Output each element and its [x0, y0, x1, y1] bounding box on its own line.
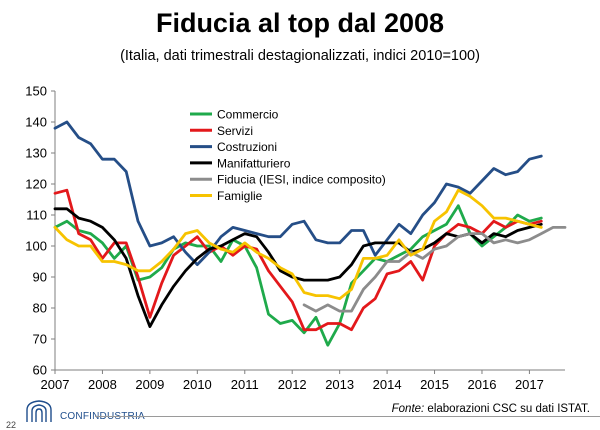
- series-line-famiglie: [53, 188, 543, 301]
- x-tick-label: 2012: [278, 377, 307, 392]
- source-prefix: Fonte:: [391, 403, 425, 415]
- y-tick-label: 70: [33, 332, 47, 347]
- y-tick-label: 150: [25, 84, 47, 99]
- page-title: Fiducia al top dal 2008: [155, 8, 445, 38]
- y-tick-label: 130: [25, 146, 47, 161]
- legend-label: Famiglie: [217, 189, 263, 203]
- y-tick-label: 140: [25, 115, 47, 130]
- legend-label: Manifatturiero: [217, 156, 291, 170]
- source-note: Fonte: elaborazioni CSC su dati ISTAT.: [392, 403, 590, 415]
- series-line-fiducia-iesi-indice-composito: [302, 225, 567, 313]
- confindustria-logo-icon: [26, 400, 52, 422]
- legend-label: Servizi: [217, 124, 253, 138]
- page-number: 22: [6, 420, 17, 430]
- x-tick-label: 2008: [88, 377, 117, 392]
- y-tick-label: 110: [26, 208, 47, 223]
- x-tick-label: 2010: [183, 377, 212, 392]
- y-tick-label: 100: [25, 239, 47, 254]
- source-text: elaborazioni CSC su dati ISTAT.: [424, 403, 590, 415]
- page-subtitle: (Italia, dati trimestrali destagionalizz…: [120, 48, 480, 64]
- x-tick-label: 2016: [468, 377, 497, 392]
- y-tick-label: 80: [33, 301, 47, 316]
- legend-label: Costruzioni: [217, 140, 277, 154]
- y-tick-label: 60: [33, 363, 47, 378]
- x-tick-label: 2014: [373, 377, 402, 392]
- series-line-costruzioni: [53, 120, 543, 267]
- legend-label: Fiducia (IESI, indice composito): [217, 173, 386, 187]
- x-tick-label: 2007: [41, 377, 70, 392]
- x-tick-label: 2017: [515, 377, 544, 392]
- x-tick-label: 2009: [135, 377, 164, 392]
- legend-label: Commercio: [217, 108, 279, 122]
- footer-divider: [95, 416, 600, 417]
- y-tick-label: 120: [25, 177, 47, 192]
- x-tick-label: 2015: [420, 377, 449, 392]
- x-tick-label: 2013: [325, 377, 354, 392]
- y-tick-label: 90: [33, 270, 47, 285]
- x-tick-label: 2011: [231, 377, 259, 392]
